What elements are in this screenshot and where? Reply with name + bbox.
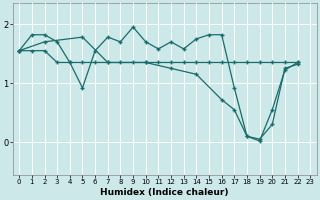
X-axis label: Humidex (Indice chaleur): Humidex (Indice chaleur) bbox=[100, 188, 229, 197]
